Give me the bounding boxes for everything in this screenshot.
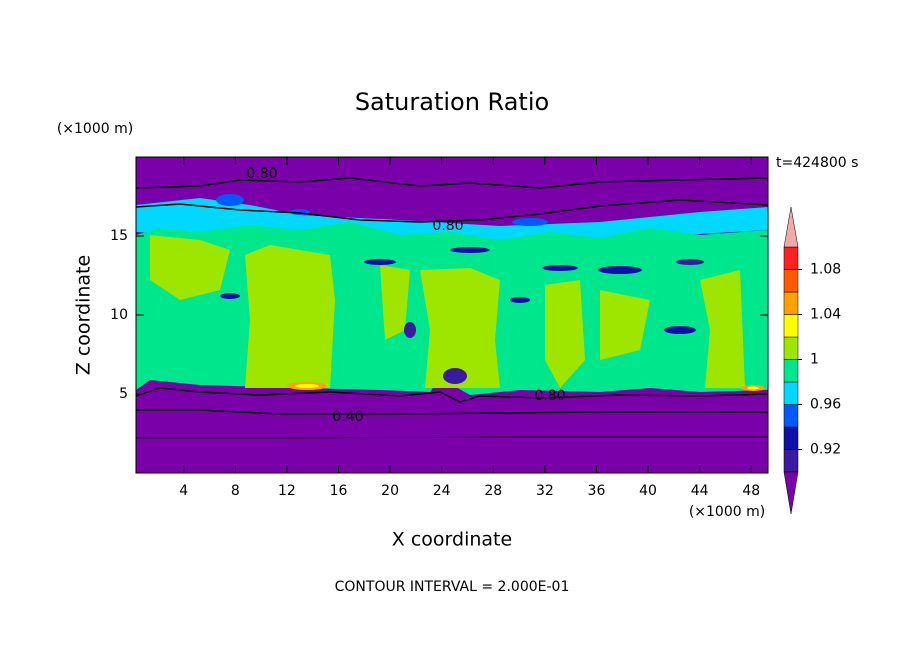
field-region [420,268,500,388]
field-region [380,265,410,340]
field-region [600,290,650,360]
y-axis-label: Z coordinate [73,255,95,375]
field-patch [542,265,578,271]
colorbar-swatch [783,449,799,473]
contour-label: 0.80 [246,166,277,182]
x-tick-label: 20 [381,483,399,499]
field-patch [364,259,396,265]
field-patch [512,218,548,226]
contour-label: 0.40 [332,409,363,425]
contour-label: 0.80 [432,218,463,234]
time-label: t=424800 s [776,155,858,171]
field-region [545,280,585,388]
field-patch [664,326,696,334]
x-tick-label: 44 [691,483,709,499]
x-tick-label: 24 [433,483,451,499]
x-tick-label: 28 [484,483,502,499]
colorbar-tick-label: 1.04 [810,307,841,323]
x-tick-label: 32 [536,483,554,499]
field-patch [216,194,244,206]
x-tick-label: 16 [330,483,348,499]
field-patch [295,384,319,388]
x-tick-label: 8 [231,483,240,499]
field-patch [443,368,467,384]
colorbar-swatch [783,426,799,450]
field-region [700,270,745,388]
colorbar-over [783,206,799,248]
contour-line [135,177,769,189]
colorbar-swatch [783,269,799,293]
y-unit: (×1000 m) [57,121,133,137]
x-tick-label: 12 [278,483,296,499]
y-tick-label: 10 [110,307,128,323]
colorbar-swatch [783,404,799,428]
contour-lines [135,177,769,439]
colorbar-tick-label: 1 [810,352,819,368]
contour-label: 0.80 [534,388,565,404]
chart-title: Saturation Ratio [355,88,549,116]
field-region [150,235,230,300]
field-patch [510,297,530,303]
field-patch [404,322,416,338]
colorbar-swatch [783,381,799,405]
x-tick-label: 40 [639,483,657,499]
colorbar-swatch [783,291,799,315]
colorbar-under [783,471,799,515]
y-tick-label: 15 [110,228,128,244]
contour-line [135,199,769,223]
colorbar-tick-label: 0.96 [810,397,841,413]
contour-line [136,436,768,439]
x-axis-label: X coordinate [392,529,512,551]
colorbar-tick-label: 1.08 [810,262,841,278]
contour-line [136,409,768,415]
x-tick-label: 36 [588,483,606,499]
field-patch [450,247,490,253]
field-region [245,245,335,388]
colorbar-swatch [783,359,799,383]
x-tick-label: 48 [742,483,760,499]
colorbar-swatch [783,246,799,270]
footer: CONTOUR INTERVAL = 2.000E-01 [335,579,570,595]
x-tick-label: 4 [179,483,188,499]
colorbar-swatch [783,314,799,338]
x-unit: (×1000 m) [689,504,765,520]
contour-line [135,387,769,403]
field [136,157,768,473]
colorbar-tick-label: 0.92 [810,442,841,458]
contour-labels: 0.80 0.80 0.80 0.40 [246,166,565,425]
field-patch [747,386,759,390]
colorbar-swatch [783,336,799,360]
field-patch [220,293,240,299]
field-patch [676,259,704,265]
y-tick-label: 5 [119,386,128,402]
field-patch [598,266,642,274]
